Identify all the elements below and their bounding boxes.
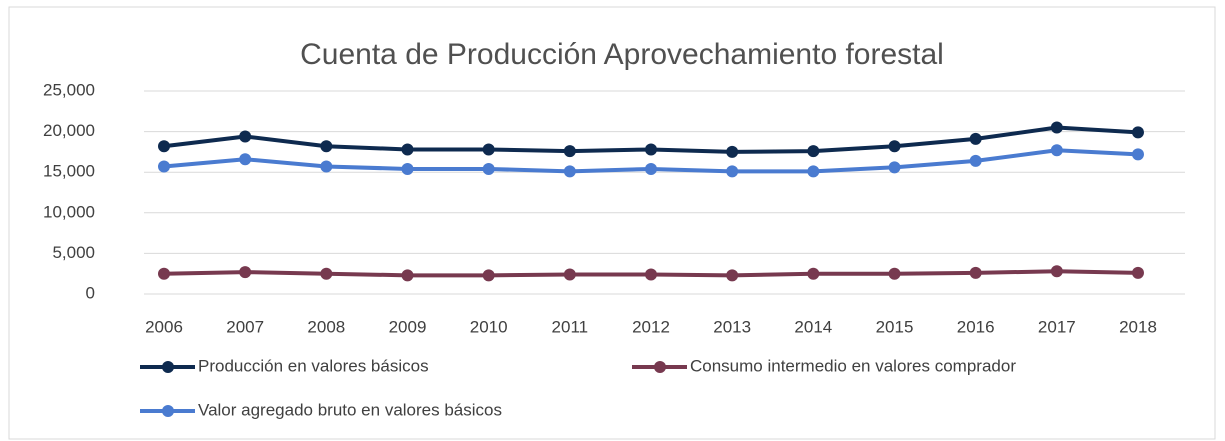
data-point [158,140,170,153]
data-point [888,161,901,174]
data-point [807,267,820,280]
data-point [969,154,982,167]
data-point [726,145,739,158]
data-point [158,160,170,173]
data-point [563,145,576,158]
data-point [1050,144,1063,157]
data-point [401,143,414,156]
x-tick-label: 2017 [1038,317,1076,336]
x-tick-label: 2010 [470,317,508,336]
y-tick-label: 20,000 [43,121,95,140]
y-tick-label: 10,000 [43,202,95,221]
data-point [645,162,657,175]
data-point [239,130,252,143]
y-tick-label: 0 [86,283,95,302]
chart-title: Cuenta de Producción Aprovechamiento for… [300,38,944,71]
legend-label: Valor agregado bruto en valores básicos [198,400,502,419]
data-point [563,268,576,281]
data-point [1050,265,1063,278]
data-point [320,160,333,173]
y-tick-label: 15,000 [43,162,95,181]
data-point [888,267,901,280]
x-tick-label: 2016 [957,317,995,336]
data-point [807,165,820,178]
data-point [482,143,495,156]
y-tick-label: 5,000 [52,243,95,262]
data-point [401,269,414,282]
y-tick-label: 25,000 [43,80,95,99]
data-point [563,165,576,178]
x-tick-label: 2015 [876,317,914,336]
data-point [645,268,657,281]
data-point [401,162,414,175]
legend-marker [162,361,174,373]
data-point [482,162,495,175]
x-tick-label: 2012 [632,317,670,336]
legend-marker [162,405,174,417]
data-point [320,140,333,153]
x-tick-label: 2007 [226,317,264,336]
x-tick-label: 2011 [552,317,589,336]
x-tick-label: 2006 [145,317,183,336]
legend-label: Consumo intermedio en valores comprador [690,356,1016,375]
data-point [969,266,982,279]
data-point [1132,266,1144,279]
legend-marker [654,361,666,373]
data-point [158,267,170,280]
chart-frame [8,6,1216,440]
data-point [239,266,252,279]
data-point [1050,121,1063,134]
data-point [726,165,739,178]
x-tick-label: 2018 [1119,317,1157,336]
data-point [807,145,820,158]
data-point [726,269,739,282]
x-tick-label: 2014 [794,317,832,336]
data-point [888,140,901,153]
data-point [969,132,982,145]
data-point [482,269,495,282]
legend-label: Producción en valores básicos [198,356,429,375]
data-point [1132,148,1144,161]
data-point [239,153,252,166]
data-point [320,267,333,280]
data-point [645,143,657,156]
x-tick-label: 2013 [713,317,751,336]
x-tick-label: 2008 [307,317,345,336]
x-tick-label: 2009 [389,317,427,336]
data-point [1132,126,1144,139]
